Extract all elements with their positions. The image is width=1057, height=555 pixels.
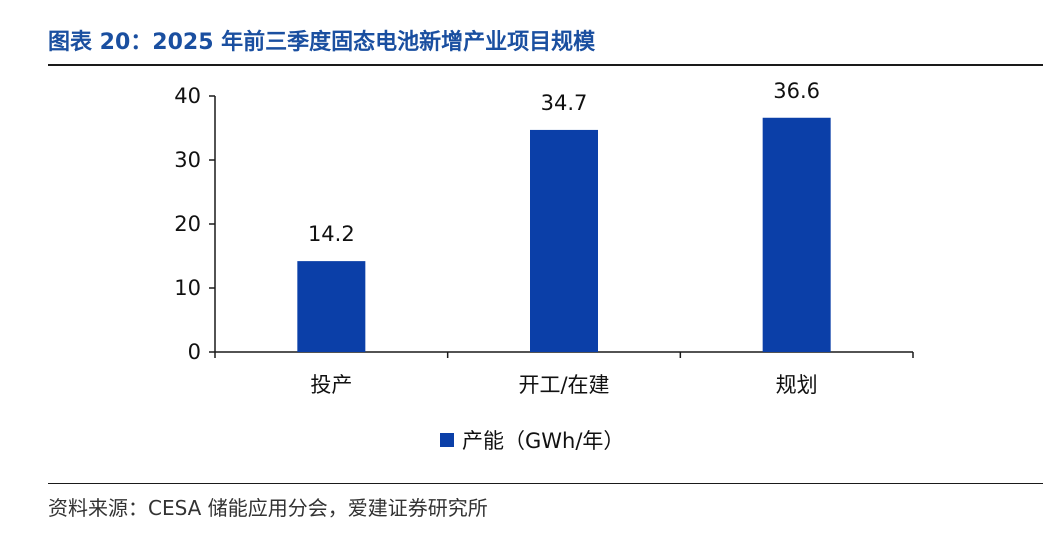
bar	[530, 129, 598, 352]
bar	[297, 261, 366, 352]
x-category-label: 开工/在建	[518, 373, 609, 397]
data-label: 14.2	[308, 222, 355, 246]
x-category-label: 投产	[310, 373, 352, 397]
bar-chart: 0 10 20 30 40 14.2 投产 34.7 开工/在建 36.6 规划	[174, 79, 914, 397]
legend-swatch	[440, 433, 454, 447]
chart-title: 图表 20：2025 年前三季度固态电池新增产业项目规模	[48, 30, 596, 55]
source-note: 资料来源：CESA 储能应用分会，爱建证券研究所	[48, 496, 488, 520]
legend-label: 产能（GWh/年）	[462, 429, 625, 453]
legend: 产能（GWh/年）	[440, 425, 624, 455]
title-divider	[48, 64, 1043, 66]
y-tick-label: 30	[174, 148, 201, 172]
bar	[762, 117, 831, 352]
y-tick-label: 10	[174, 276, 201, 300]
x-category-label: 规划	[776, 373, 818, 397]
data-label: 34.7	[541, 91, 588, 115]
y-tick-label: 40	[174, 84, 201, 108]
y-tick-label: 20	[174, 212, 201, 236]
footer-divider	[48, 483, 1043, 484]
y-tick-label: 0	[188, 340, 201, 364]
data-label: 36.6	[773, 79, 820, 103]
